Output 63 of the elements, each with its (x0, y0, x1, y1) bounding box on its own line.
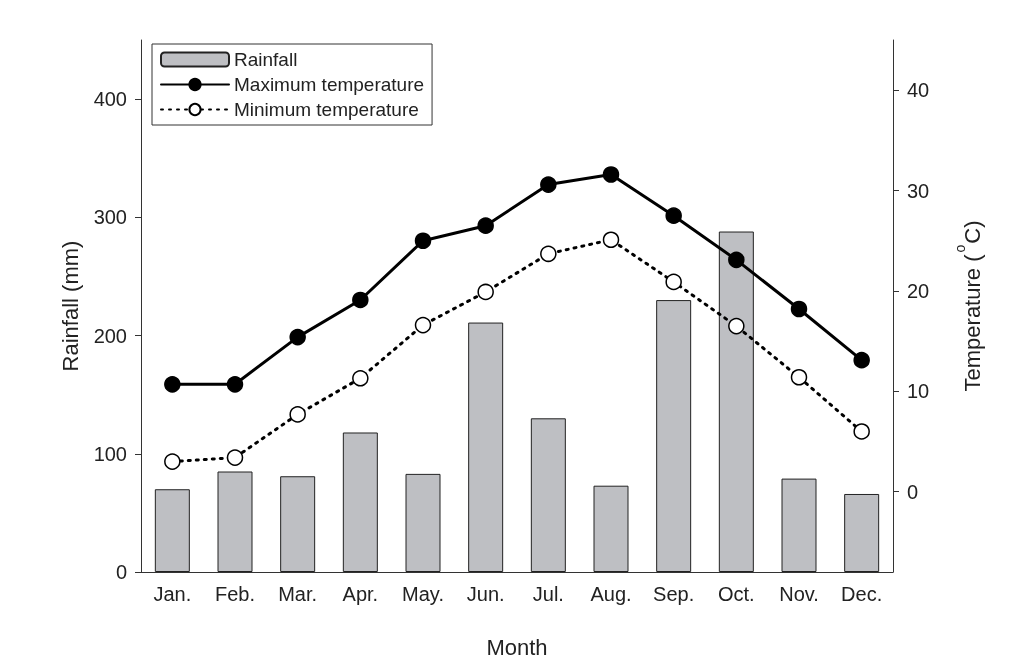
point (226, 449, 244, 466)
y2-tick-label: 20 (907, 279, 930, 302)
point (226, 376, 244, 393)
point (289, 406, 306, 423)
legend-label: Minimum temperature (234, 99, 419, 120)
point (853, 351, 870, 369)
point (414, 316, 432, 334)
x-tick-label: Sep. (653, 583, 695, 605)
point (352, 370, 369, 387)
y2-tick-label: 10 (907, 380, 930, 403)
x-tick-label: Feb. (214, 583, 256, 605)
x-tick-label: Aug. (590, 583, 632, 605)
point (728, 251, 745, 269)
point (164, 376, 181, 393)
bar (280, 476, 316, 572)
x-tick-label: Mar. (278, 583, 318, 605)
x-tick-label: Jun. (466, 583, 505, 605)
y2-tick-label: 30 (907, 179, 930, 202)
point (540, 245, 557, 263)
y-tick-label: 100 (93, 442, 127, 465)
bar (844, 493, 880, 572)
bar (342, 432, 378, 572)
x-tick-label: Jul. (532, 583, 564, 605)
point (790, 300, 808, 318)
y-tick-label: 400 (93, 88, 127, 111)
bar (468, 322, 504, 572)
point (414, 232, 432, 249)
y-axis-title: Rainfall (mm) (57, 240, 83, 372)
point (477, 283, 494, 301)
y-tick-label: 0 (115, 561, 127, 583)
point (289, 328, 306, 346)
x-tick-label: Oct. (718, 583, 755, 605)
legend-label: Maximum temperature (234, 74, 425, 95)
bar (781, 478, 817, 572)
y2-tick-label: 0 (907, 480, 919, 503)
y2-axis-title: Temperature (oC) (952, 220, 985, 392)
x-tick-label: Apr. (342, 583, 379, 605)
bar (154, 489, 190, 572)
bar (530, 418, 566, 572)
legend-label: Rainfall (234, 49, 298, 70)
x-tick-label: Nov. (779, 583, 819, 605)
y-tick-label: 200 (93, 324, 127, 347)
bar (217, 471, 253, 572)
x-axis-title: Month (486, 634, 548, 660)
y-tick-label: 300 (93, 206, 127, 229)
bar (405, 473, 441, 572)
x-tick-label: Dec. (841, 583, 883, 605)
x-tick-label: Jan. (153, 583, 192, 605)
y2-tick-label: 40 (907, 79, 930, 102)
bar (593, 485, 629, 572)
point (602, 231, 620, 248)
point (665, 273, 682, 291)
point (477, 217, 494, 234)
x-tick-label: May. (402, 583, 444, 605)
point (853, 423, 870, 440)
point (665, 207, 682, 224)
point (540, 176, 557, 193)
point (352, 291, 369, 309)
point (602, 166, 620, 183)
bar (656, 300, 692, 572)
point (790, 369, 808, 386)
bar (718, 231, 754, 572)
point (728, 317, 745, 335)
